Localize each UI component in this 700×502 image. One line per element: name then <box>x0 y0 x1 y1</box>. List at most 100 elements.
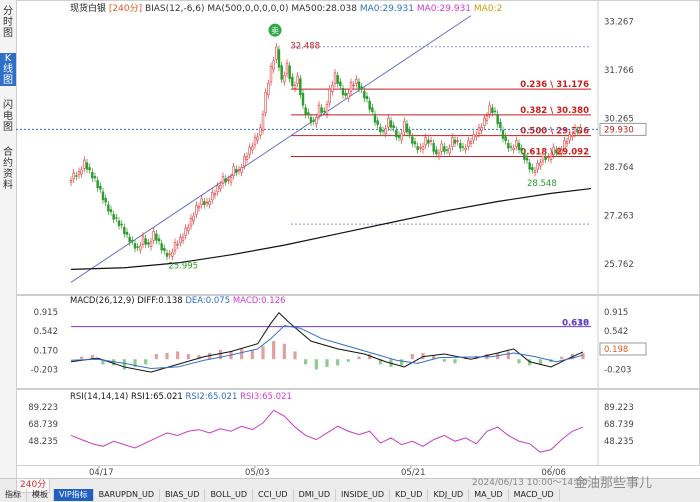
indicator-tab-0[interactable]: 指标 <box>0 489 27 501</box>
indicator-tab-2[interactable]: VIP指标 <box>54 489 94 501</box>
rsi-left-tick-1: 68.739 <box>28 420 58 430</box>
candle-body <box>472 133 475 141</box>
candle-body <box>293 84 297 89</box>
macd-histogram-bar <box>400 359 404 366</box>
macd-histogram-bar <box>410 354 414 360</box>
candle-body <box>373 113 377 123</box>
candle-body <box>219 185 222 189</box>
indicator-tab-9[interactable]: KD_UD <box>390 489 429 501</box>
indicator-readout-5: MA0:2 <box>474 4 502 14</box>
sidebar-tab-0[interactable]: 分时图 <box>3 6 13 39</box>
candle-body <box>123 227 126 235</box>
candle-body <box>523 152 526 160</box>
macd-histogram-bar <box>442 359 446 362</box>
candle-body <box>253 137 257 146</box>
candle-body <box>197 206 201 209</box>
rsi-tick-1: 68.739 <box>604 420 634 430</box>
watermark: 金油那些事儿 <box>574 476 653 491</box>
candle-body <box>549 155 553 160</box>
macd-histogram-bar <box>272 341 276 360</box>
candle-body <box>83 159 86 169</box>
candle-body <box>304 107 307 115</box>
macd-histogram-bar <box>368 354 372 360</box>
indicator-tab-8[interactable]: INSIDE_UD <box>336 489 391 501</box>
candle-body <box>413 141 417 145</box>
indicator-tab-3[interactable]: BARUPDN_UD <box>94 489 161 501</box>
indicator-tab-12[interactable]: MACD_UD <box>509 489 560 501</box>
indicator-tab-10[interactable]: KDJ_UD <box>428 489 470 501</box>
indicator-readout-3: MA0:29.931 <box>360 4 417 14</box>
macd-histogram-bar <box>560 356 564 360</box>
indicator-tab-1[interactable]: 模板 <box>27 489 54 501</box>
macd-histogram-bar <box>122 359 126 370</box>
macd-left-tick-3: -0.203 <box>31 366 58 376</box>
rsi-left-tick-2: 48.235 <box>28 437 58 447</box>
candle-body <box>75 175 78 177</box>
price-tick-0: 33.267 <box>604 18 634 28</box>
candle-body <box>168 253 171 256</box>
candle-body <box>275 46 278 60</box>
macd-histogram-bar <box>186 354 190 360</box>
indicator-tab-11[interactable]: MA_UD <box>469 489 509 501</box>
macd-histogram-bar <box>357 356 361 360</box>
candle-body <box>421 146 425 151</box>
sidebar-tab-3[interactable]: 合约资料 <box>3 147 13 191</box>
macd-histogram-bar <box>314 359 318 370</box>
macd-histogram-bar <box>261 346 265 360</box>
indicator-tab-4[interactable]: BIAS_UD <box>160 489 206 501</box>
candle-body <box>405 123 409 133</box>
candle-body <box>320 107 323 113</box>
candle-body <box>408 130 411 135</box>
time-range-label: 2024/06/13 10:00～14:00 <box>472 478 588 488</box>
rsi-header: RSI(14,14,14) RSI1:65.021 RSI2:65.021 RS… <box>70 392 292 402</box>
candle-body <box>176 244 179 246</box>
candle-body <box>205 201 209 204</box>
candle-body <box>184 227 187 236</box>
macd-left-tick-2: 0.170 <box>34 346 58 356</box>
last-price-tag-box <box>599 122 647 136</box>
candle-body <box>485 115 489 121</box>
candle-body <box>339 81 342 87</box>
candle-body <box>301 92 305 106</box>
indicator-tab-7[interactable]: DMI_UD <box>294 489 336 501</box>
macd-left-tick-0: 0.915 <box>34 308 58 318</box>
macd-header: MACD(26,12,9) DIFF:0.138 DEA:0.075 MACD:… <box>70 296 286 306</box>
candle-body <box>568 133 571 141</box>
candle-body <box>365 96 369 99</box>
macd-histogram-bar <box>133 359 137 367</box>
candle-body <box>112 214 115 220</box>
candle-body <box>128 236 131 243</box>
candle-body <box>349 82 353 92</box>
macd-histogram-bar <box>538 359 542 365</box>
candle-body <box>315 117 318 125</box>
candle-body <box>352 84 355 87</box>
candle-body <box>240 167 243 173</box>
indicator-tab-5[interactable]: BOLL_UD <box>205 489 254 501</box>
candle-body <box>563 140 566 149</box>
macd-histogram-bar <box>154 354 158 360</box>
sidebar-tab-2[interactable]: 闪电图 <box>3 100 13 133</box>
rsi-left-tick-0: 89.223 <box>28 403 58 413</box>
candle-body <box>235 168 238 173</box>
fib-label-0: 0.236 \ 31.176 <box>520 80 589 90</box>
rsi-line <box>70 409 584 453</box>
candle-body <box>395 130 398 138</box>
high-annotation: 32.488 <box>290 42 320 52</box>
instrument-name: 现货白银 <box>70 2 109 14</box>
candle-body <box>411 136 414 144</box>
candle-body <box>424 137 427 146</box>
candle-body <box>141 235 145 245</box>
chart-area[interactable]: 现货白银 [240分] BIAS(12,-6,6) MA(500,0,0,0,0… <box>16 0 700 478</box>
candle-body <box>392 125 395 129</box>
candle-body <box>189 217 193 227</box>
candle-body <box>88 167 91 171</box>
candle-body <box>360 86 363 90</box>
candle-body <box>288 65 291 79</box>
indicator-tab-6[interactable]: CCI_UD <box>253 489 294 501</box>
candle-body <box>211 192 214 201</box>
candle-body <box>333 72 337 84</box>
timeframe-selector[interactable]: 240分 <box>16 478 51 493</box>
candle-body <box>576 130 579 133</box>
